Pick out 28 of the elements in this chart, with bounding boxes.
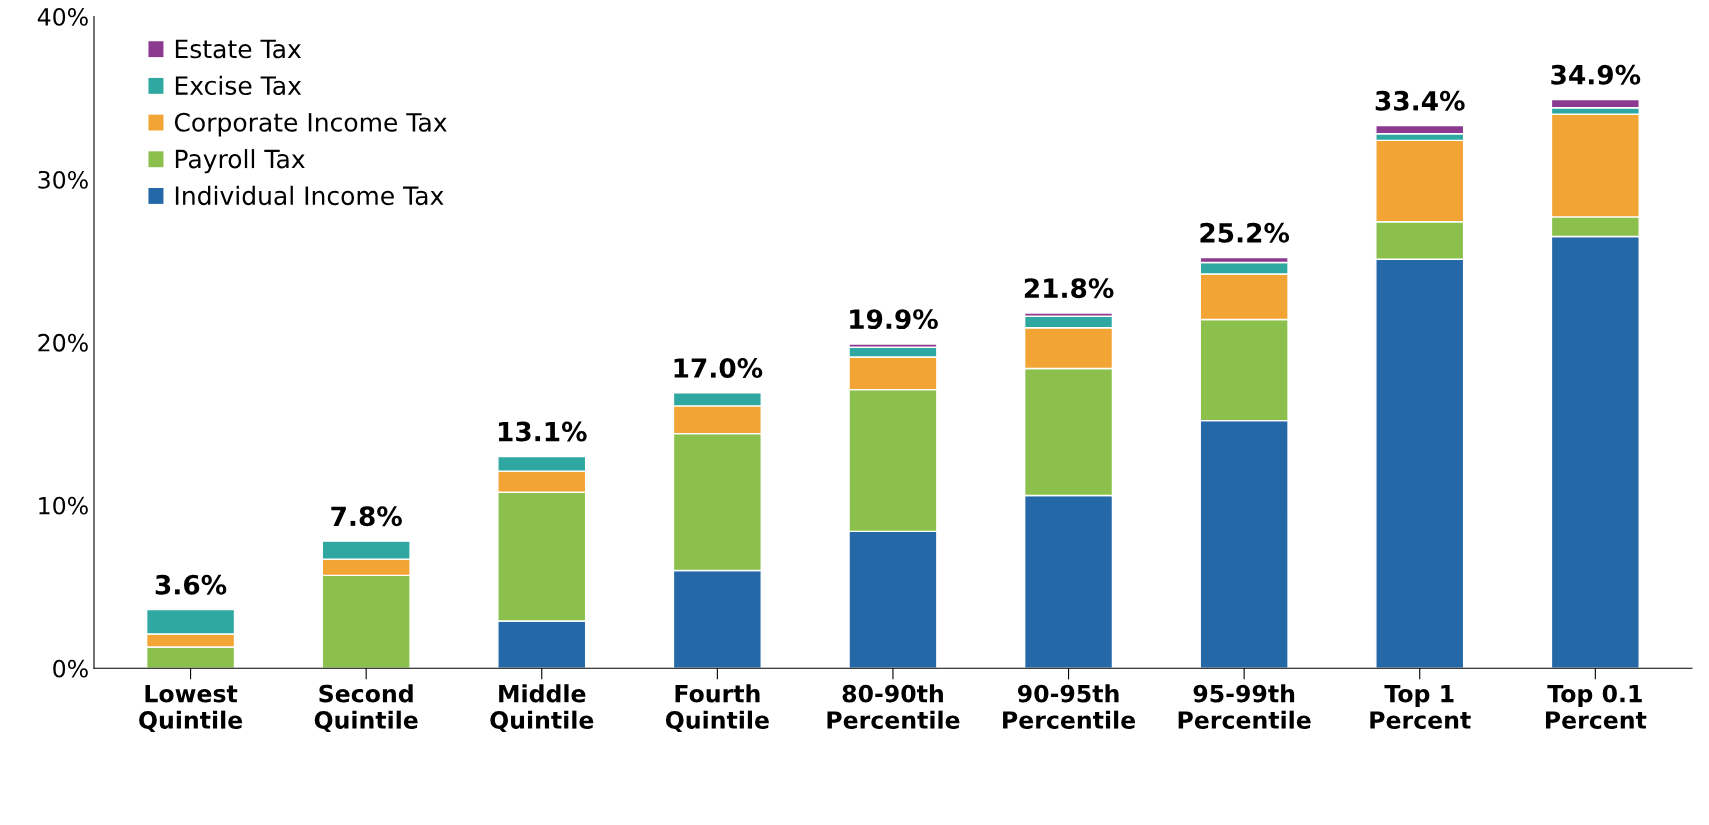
total-label: 34.9% — [1551, 64, 1641, 85]
x-tick-label: Fourth Quintile — [665, 684, 769, 733]
x-tick-label: Middle Quintile — [490, 684, 594, 733]
total-label: 33.4% — [1375, 90, 1465, 111]
legend-label: Excise Tax — [175, 75, 302, 96]
y-tick-label: 0% — [53, 659, 88, 678]
legend-label: Individual Income Tax — [175, 185, 444, 206]
y-tick-label: 10% — [39, 496, 88, 515]
x-tick-label: Second Quintile — [314, 684, 418, 733]
x-tick-label: Top 0.1 Percent — [1545, 684, 1647, 729]
total-label: 3.6% — [155, 574, 227, 595]
x-tick-label: 80-90th Percentile — [827, 684, 960, 729]
legend-label: Payroll Tax — [175, 149, 305, 174]
x-tick-label: 90-95th Percentile — [1003, 684, 1136, 729]
y-tick-label: 30% — [38, 170, 88, 189]
total-label: 17.0% — [674, 358, 763, 378]
total-label: 25.2% — [1200, 222, 1290, 243]
y-tick-label: 40% — [37, 7, 88, 26]
legend-label: Corporate Income Tax — [174, 112, 447, 137]
total-label: 13.1% — [498, 421, 587, 442]
total-label: 7.8% — [331, 506, 402, 527]
x-tick-label: 95-99th Percentile — [1178, 684, 1311, 729]
legend-label: Estate Tax — [175, 39, 301, 59]
x-tick-label: Lowest Quintile — [139, 684, 243, 733]
y-tick-label: 20% — [38, 333, 88, 352]
total-label: 21.8% — [1024, 278, 1114, 299]
total-label: 19.9% — [850, 309, 938, 330]
x-tick-label: Top 1 Percent — [1370, 684, 1471, 729]
